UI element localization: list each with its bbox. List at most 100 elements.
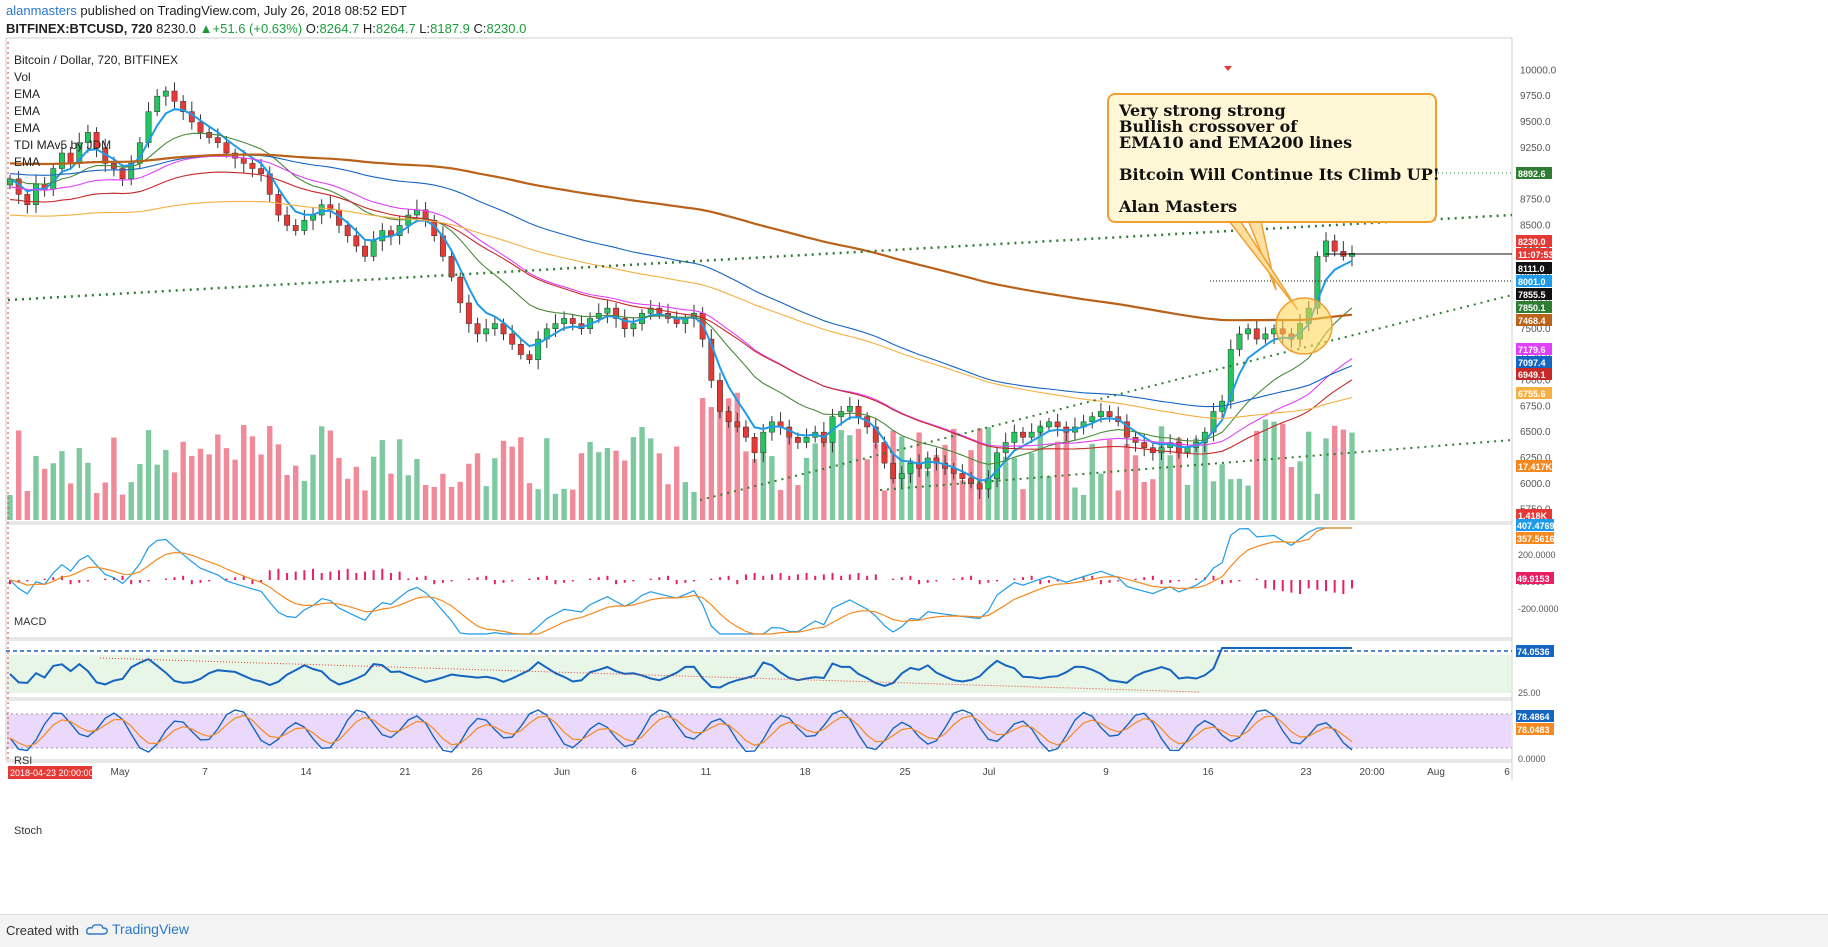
stoch-k-line [9, 709, 1353, 753]
volume-bar [699, 397, 706, 520]
volume-bar [552, 493, 559, 520]
volume-bar [526, 483, 533, 520]
volume-bar [1254, 430, 1260, 520]
candle-body [1123, 421, 1130, 438]
volume-bar [1063, 426, 1069, 520]
footer-bar: Created with TradingView [0, 914, 1828, 947]
candle-body [621, 318, 628, 330]
down-arrow-marker [1224, 66, 1232, 71]
candle-body [552, 323, 559, 330]
time-tick: 25 [899, 767, 911, 778]
volume-bar [206, 454, 212, 520]
macd-label: 407.4769 [1517, 521, 1555, 531]
volume-bar [1054, 441, 1061, 520]
candle-body [292, 225, 299, 231]
volume-bar [838, 430, 844, 520]
created-with-label: Created with [6, 923, 79, 938]
volume-bar [994, 459, 1000, 520]
time-cursor-bg [8, 766, 92, 779]
volume-bar [725, 398, 732, 520]
volume-bar [102, 482, 108, 520]
time-tick: 6 [1504, 767, 1510, 778]
volume-bar [1210, 481, 1217, 520]
volume-bar [596, 452, 602, 520]
volume-bar [622, 460, 628, 520]
volume-bar [119, 494, 126, 520]
time-tick: 23 [1300, 767, 1312, 778]
candle-body [379, 230, 386, 242]
candle-body [1158, 447, 1165, 454]
legend-ema-1: EMA [14, 87, 41, 101]
trendline-mid [699, 294, 1513, 501]
candle-body [1331, 240, 1338, 252]
ema-yellow-line [9, 200, 1353, 420]
ema200-line [9, 153, 1353, 322]
candle-body [353, 235, 360, 247]
volume-bar [933, 454, 940, 520]
price-tick-3: 9250.0 [1520, 143, 1551, 154]
volume-bar [570, 489, 576, 520]
open-label: O: [305, 21, 320, 36]
price-tick-0: 10000.0 [1520, 65, 1557, 76]
candle-body [959, 473, 966, 479]
volume-bar [466, 463, 472, 520]
publish-line: alanmasters published on TradingView.com… [6, 3, 407, 18]
price-label: 7468.4 [1518, 316, 1546, 326]
price-label-bg [1516, 387, 1552, 399]
candle-body [223, 142, 230, 154]
candle-body [907, 462, 914, 474]
stoch-band [7, 714, 1511, 748]
author-link[interactable]: alanmasters [6, 3, 77, 18]
candle-body [1349, 253, 1355, 257]
macd-line [9, 527, 1352, 635]
price-label-bg [1516, 509, 1552, 521]
volume-bar [648, 438, 654, 520]
candle-body [483, 328, 490, 335]
candle-body [1028, 431, 1035, 438]
volume-bar [777, 489, 784, 520]
price-label-bg [1516, 314, 1552, 326]
up-arrow-icon: ▲ [199, 21, 213, 36]
volume-bar [977, 428, 983, 520]
volume-bar [1037, 425, 1043, 520]
volume-bar [1167, 455, 1173, 520]
price-label-bg [1516, 460, 1552, 472]
ema-magenta-line [9, 155, 1353, 447]
tradingview-link[interactable]: TradingView [112, 921, 190, 937]
candle-body [890, 462, 897, 479]
price-tick-14: 6500.0 [1520, 427, 1551, 438]
volume-bar [431, 486, 437, 520]
volume-bar [154, 464, 160, 520]
volume-bar [267, 426, 273, 520]
legend-ema-2: EMA [14, 104, 41, 118]
price-tick-10: 7500.0 [1520, 324, 1551, 335]
annotation-line-1: Very strong strong [1119, 101, 1286, 120]
annotation-callout[interactable]: Very strong strong Bullish crossover of … [1107, 93, 1440, 223]
volume-bar [1106, 439, 1113, 520]
candle-body [794, 437, 801, 443]
volume-bar [336, 457, 342, 520]
candle-body [569, 318, 576, 324]
legend-title: Bitcoin / Dollar, 720, BITFINEX [14, 53, 179, 67]
volume-bar [163, 449, 169, 520]
volume-bar [319, 426, 325, 520]
volume-bar [1349, 432, 1355, 520]
pane-frame-1 [5, 523, 1513, 639]
chart-canvas[interactable]: 10000.09750.09500.09250.09000.08750.0850… [0, 0, 1828, 914]
candle-body [1089, 416, 1096, 423]
candle-body [1262, 333, 1269, 340]
symbol-line: BITFINEX:BTCUSD, 720 8230.0 ▲+51.6 (+0.6… [6, 21, 526, 36]
volume-bar [1098, 473, 1104, 520]
volume-bar [1089, 443, 1095, 520]
candle-body [59, 152, 65, 169]
macd-label: 49.9153 [1517, 574, 1550, 584]
candle-body [760, 431, 767, 454]
macd-tick: 200.0000 [1518, 550, 1556, 560]
price-change: +51.6 (+0.63%) [212, 21, 303, 36]
time-cursor-label: 2018-04-23 20:00:00 [10, 768, 94, 778]
rsi-trendline [99, 657, 1201, 693]
last-price: 8230.0 [156, 21, 197, 36]
volume-bar [682, 482, 689, 520]
volume-bar [388, 473, 394, 520]
price-label-bg [1516, 248, 1552, 260]
